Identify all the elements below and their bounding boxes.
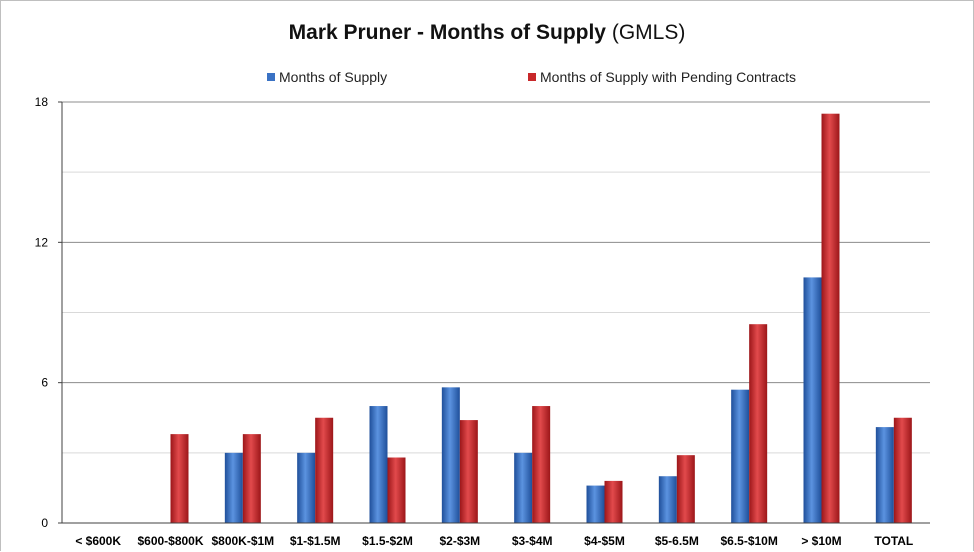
- bar-pending-contracts: [315, 417, 334, 523]
- bar-months-of-supply: [297, 452, 316, 523]
- x-category-label: < $600K: [75, 534, 121, 548]
- bar-pending-contracts: [893, 417, 912, 523]
- bar-months-of-supply: [224, 452, 243, 523]
- x-category-label: $4-$5M: [584, 534, 625, 548]
- legend-swatch-red: [528, 73, 536, 81]
- bar-pending-contracts: [532, 406, 551, 523]
- legend-item-pending-contracts: Months of Supply with Pending Contracts: [528, 69, 796, 85]
- x-category-label: $1-$1.5M: [290, 534, 341, 548]
- y-tick-label: 18: [35, 95, 49, 109]
- x-category-label: > $10M: [801, 534, 841, 548]
- bar-months-of-supply: [441, 387, 460, 523]
- legend-label-pending-contracts: Months of Supply with Pending Contracts: [540, 69, 797, 85]
- bar-months-of-supply: [586, 485, 605, 523]
- x-category-label: $5-6.5M: [655, 534, 699, 548]
- bar-months-of-supply: [875, 427, 894, 523]
- legend-label-months-of-supply: Months of Supply: [279, 69, 388, 85]
- gridlines: [62, 101, 930, 454]
- chart-title-main: Mark Pruner - Months of Supply: [288, 21, 606, 44]
- bar-pending-contracts: [242, 434, 261, 523]
- x-category-label: $800K-$1M: [211, 534, 274, 548]
- bar-pending-contracts: [387, 457, 406, 523]
- legend-item-months-of-supply: Months of Supply: [267, 69, 387, 85]
- y-tick-label: 0: [41, 516, 48, 530]
- bar-pending-contracts: [459, 420, 478, 523]
- x-category-label: $600-$800K: [137, 534, 203, 548]
- bars: [170, 113, 912, 523]
- x-category-label: $3-$4M: [512, 534, 553, 548]
- bar-months-of-supply: [658, 476, 677, 523]
- axes: [58, 101, 930, 524]
- bar-pending-contracts: [749, 324, 768, 523]
- bar-pending-contracts: [676, 455, 695, 523]
- x-category-label: TOTAL: [874, 534, 913, 548]
- bar-pending-contracts: [170, 434, 189, 523]
- bar-months-of-supply: [369, 406, 388, 523]
- bar-pending-contracts: [604, 480, 623, 523]
- bar-months-of-supply: [514, 452, 533, 523]
- x-category-label: $2-$3M: [439, 534, 480, 548]
- chart-subtitle: (GMLS): [611, 21, 686, 44]
- bar-pending-contracts: [821, 113, 840, 523]
- x-category-label: $1.5-$2M: [362, 534, 413, 548]
- y-tick-label: 6: [41, 376, 48, 390]
- x-category-label: $6.5-$10M: [720, 534, 777, 548]
- tick-labels: 0 6 12 18 < $600K $600-$800K $800K-$1M $1-$1.5M…: [35, 95, 914, 548]
- bar-months-of-supply: [731, 389, 750, 523]
- y-tick-label: 12: [35, 235, 49, 249]
- chart-title: Mark Pruner - Months of Supply (GMLS): [0, 21, 974, 45]
- legend-swatch-blue: [267, 73, 275, 81]
- bar-months-of-supply: [803, 277, 822, 523]
- chart-legend: Months of Supply Months of Supply with P…: [0, 69, 974, 89]
